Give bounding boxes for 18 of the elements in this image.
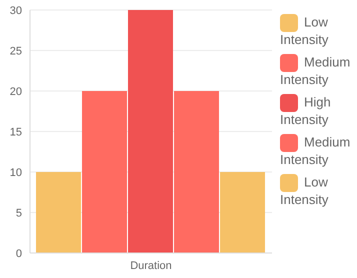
bar <box>128 10 173 253</box>
y-tick-label: 15 <box>10 126 22 138</box>
bar <box>82 91 127 253</box>
y-tick-label: 25 <box>10 45 22 58</box>
legend-label: Medium Intensity <box>280 54 350 87</box>
y-tick-label: 20 <box>10 86 22 98</box>
y-tick-label: 30 <box>10 4 22 17</box>
x-tick-label: Duration <box>130 260 172 272</box>
legend-label: High Intensity <box>280 94 331 127</box>
y-tick-label: 0 <box>16 248 22 260</box>
bar <box>36 172 81 253</box>
bar <box>220 172 265 253</box>
y-tick-label: 10 <box>10 166 22 179</box>
legend-label: Low Intensity <box>280 14 328 47</box>
y-tick-label: 5 <box>16 207 22 220</box>
legend-label: Low Intensity <box>280 174 328 207</box>
legend-label: Medium Intensity <box>280 134 350 167</box>
bar <box>174 91 219 253</box>
